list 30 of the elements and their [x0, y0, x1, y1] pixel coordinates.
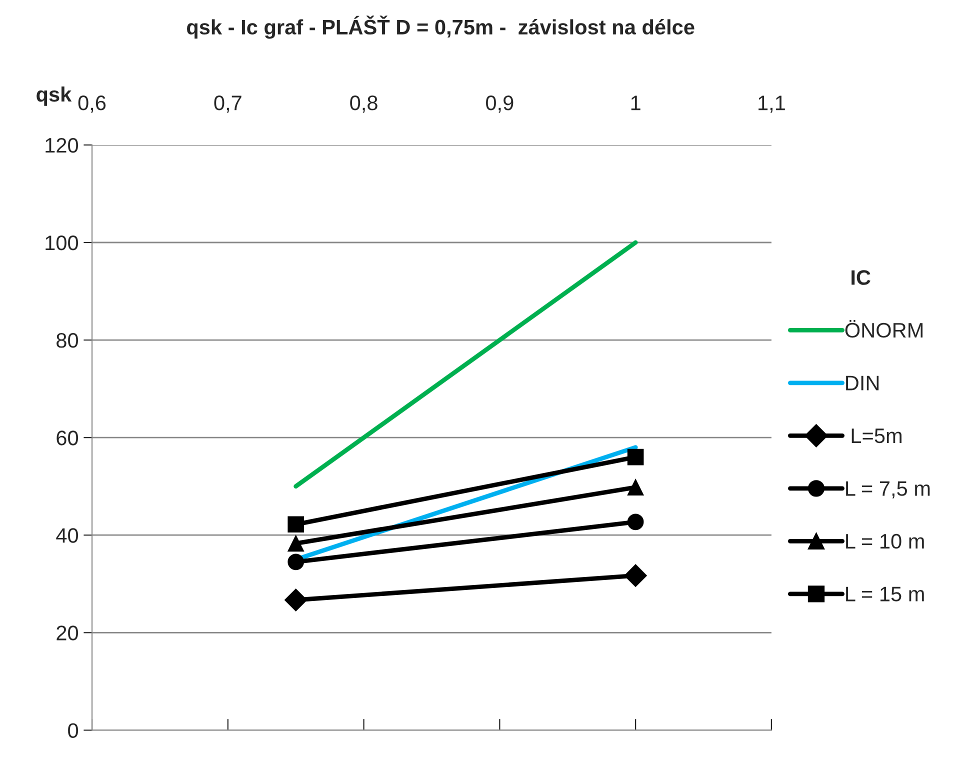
point	[624, 564, 647, 587]
legend-label: DIN	[846, 376, 879, 390]
legend-label: L = 10 m	[846, 534, 924, 549]
legend-label: ÖNORM	[845, 320, 923, 338]
legend-label: L = 7,5 m	[846, 481, 930, 498]
x-tick-label: 0,6	[78, 96, 106, 113]
point	[627, 479, 644, 496]
point	[627, 514, 644, 530]
y-tick-label: 0	[68, 723, 78, 738]
point	[288, 516, 304, 533]
x-tick-label: 1	[631, 96, 640, 110]
point	[288, 535, 304, 552]
point	[627, 448, 644, 466]
y-tick-label: 100	[46, 236, 78, 250]
y-tick-label: 80	[56, 333, 78, 348]
x-axis-title: qsk	[36, 86, 72, 106]
x-tick-label: 0,7	[214, 96, 242, 113]
y-tick-label: 20	[56, 626, 78, 640]
legend-label: L = 15 m	[846, 586, 924, 602]
point	[284, 588, 308, 612]
y-tick-label: 120	[46, 138, 78, 153]
point	[288, 554, 304, 570]
x-tick-label: 1,1	[758, 96, 785, 113]
y-tick-label: 40	[56, 528, 78, 543]
x-tick-label: 0,9	[486, 96, 514, 113]
x-tick-label: 0,8	[350, 96, 378, 113]
y-tick-label: 60	[56, 430, 78, 446]
legend-label: L=5m	[852, 428, 902, 444]
chart-title: qsk - Ic graf - PLÁŠŤ D = 0,75m - závislost na délce	[186, 16, 694, 39]
legend-title: IC	[852, 270, 870, 285]
